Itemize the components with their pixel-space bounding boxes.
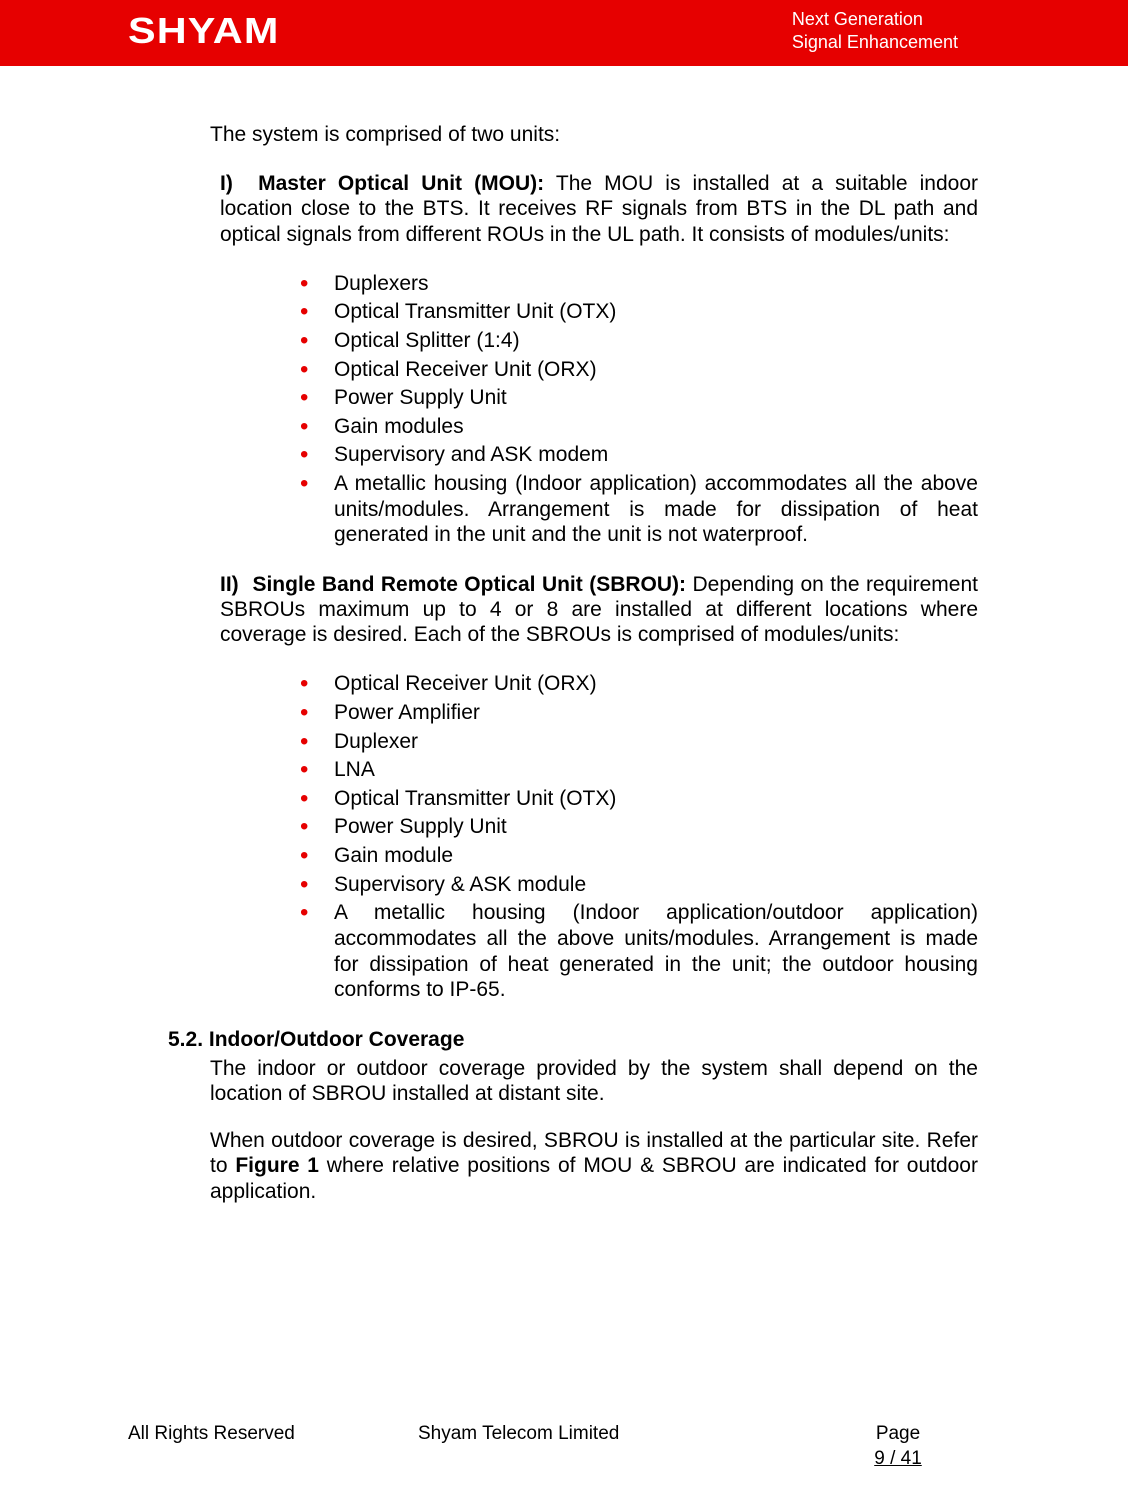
tagline-line-1: Next Generation (792, 9, 923, 29)
footer-rights: All Rights Reserved (128, 1423, 408, 1445)
bullet-list-sbrou: Optical Receiver Unit (ORX) Power Amplif… (300, 671, 978, 1002)
list-item: Gain module (300, 843, 978, 869)
company-logo-text: SHYAM (128, 10, 279, 52)
list-item: Optical Transmitter Unit (OTX) (300, 299, 978, 325)
section-heading: 5.2. Indoor/Outdoor Coverage (168, 1027, 978, 1052)
page-header: SHYAM Next Generation Signal Enhancement (0, 0, 1128, 62)
list-item: Optical Receiver Unit (ORX) (300, 357, 978, 383)
list-item: Power Amplifier (300, 700, 978, 726)
list-item: Optical Transmitter Unit (OTX) (300, 786, 978, 812)
list-item: Supervisory and ASK modem (300, 442, 978, 468)
list-item: Duplexers (300, 271, 978, 297)
intro-paragraph: The system is comprised of two units: (210, 122, 978, 147)
page-footer: All Rights Reserved Shyam Telecom Limite… (0, 1423, 1128, 1471)
header-tagline: Next Generation Signal Enhancement (792, 8, 958, 55)
roman-numeral: I) (220, 171, 246, 196)
footer-company: Shyam Telecom Limited (408, 1423, 818, 1445)
page-number: 9 / 41 (874, 1448, 922, 1471)
section-para-1: The indoor or outdoor coverage provided … (210, 1056, 978, 1106)
page-content: The system is comprised of two units: I)… (0, 62, 1128, 1204)
item-title: Master Optical Unit (MOU): (258, 172, 544, 195)
list-item: A metallic housing (Indoor application) … (300, 471, 978, 548)
para2-post: where relative positions of MOU & SBROU … (210, 1154, 978, 1202)
list-item: Power Supply Unit (300, 385, 978, 411)
list-item: Duplexer (300, 729, 978, 755)
footer-row: All Rights Reserved Shyam Telecom Limite… (128, 1423, 978, 1471)
page-label: Page (876, 1423, 920, 1444)
bullet-list-mou: Duplexers Optical Transmitter Unit (OTX)… (300, 271, 978, 548)
figure-reference: Figure 1 (235, 1154, 319, 1177)
list-item: Optical Splitter (1:4) (300, 328, 978, 354)
list-item: Gain modules (300, 414, 978, 440)
roman-numeral: II) (220, 572, 246, 597)
footer-page: Page 9 / 41 (818, 1423, 978, 1471)
list-item: Optical Receiver Unit (ORX) (300, 671, 978, 697)
item-title: Single Band Remote Optical Unit (SBROU): (252, 573, 686, 596)
list-item: A metallic housing (Indoor application/o… (300, 900, 978, 1002)
list-item-mou: I) Master Optical Unit (MOU): The MOU is… (220, 171, 978, 247)
section-para-2: When outdoor coverage is desired, SBROU … (210, 1128, 978, 1204)
list-item: LNA (300, 757, 978, 783)
list-item-sbrou: II) Single Band Remote Optical Unit (SBR… (220, 572, 978, 648)
tagline-line-2: Signal Enhancement (792, 32, 958, 52)
list-item: Supervisory & ASK module (300, 872, 978, 898)
document-page: SHYAM Next Generation Signal Enhancement… (0, 0, 1128, 1507)
list-item: Power Supply Unit (300, 814, 978, 840)
